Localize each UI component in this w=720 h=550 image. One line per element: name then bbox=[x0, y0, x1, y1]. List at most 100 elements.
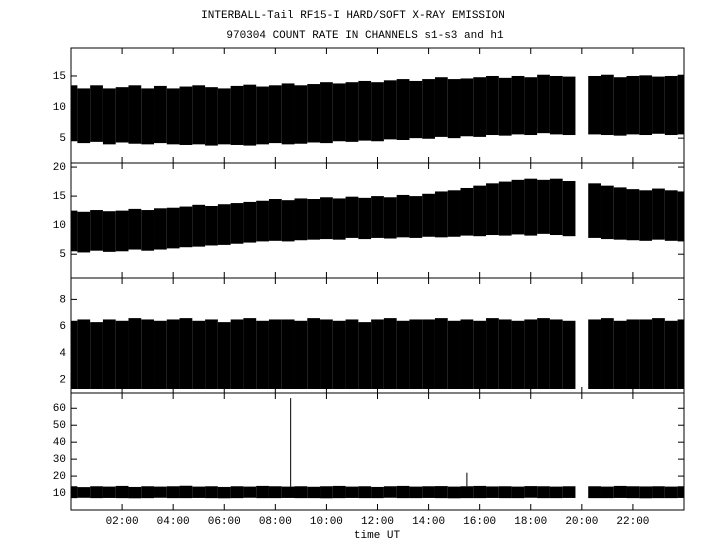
count-band bbox=[613, 77, 627, 136]
count-band bbox=[154, 486, 167, 498]
count-band bbox=[154, 320, 167, 389]
count-band bbox=[371, 196, 384, 238]
count-band bbox=[447, 320, 461, 389]
count-band bbox=[217, 322, 231, 389]
count-band bbox=[498, 181, 512, 236]
count-band bbox=[383, 318, 397, 389]
count-band bbox=[102, 211, 116, 252]
count-band bbox=[307, 199, 321, 240]
count-band bbox=[639, 75, 653, 136]
count-band bbox=[562, 76, 576, 136]
count-band bbox=[600, 318, 614, 389]
count-band bbox=[652, 76, 665, 134]
count-band bbox=[486, 75, 499, 136]
count-band bbox=[128, 85, 142, 144]
count-band bbox=[383, 486, 397, 498]
count-band bbox=[154, 85, 167, 144]
count-band bbox=[102, 319, 116, 389]
y-tick-label: 15 bbox=[53, 191, 66, 203]
count-band bbox=[141, 210, 155, 251]
count-band bbox=[268, 319, 282, 389]
count-band bbox=[498, 77, 512, 136]
count-band bbox=[90, 486, 103, 499]
count-band bbox=[115, 210, 129, 252]
x-tick-label: 10:00 bbox=[310, 516, 343, 528]
count-band bbox=[230, 319, 244, 389]
count-band bbox=[268, 486, 282, 499]
count-band bbox=[486, 486, 499, 498]
count-band bbox=[613, 187, 627, 240]
count-band bbox=[102, 486, 116, 498]
count-band bbox=[230, 486, 244, 499]
x-axis-label: time UT bbox=[354, 530, 401, 542]
x-tick-label: 16:00 bbox=[463, 516, 496, 528]
count-band bbox=[115, 320, 129, 389]
count-band bbox=[358, 322, 372, 389]
x-tick-label: 08:00 bbox=[259, 516, 292, 528]
count-band bbox=[256, 485, 269, 499]
count-band bbox=[294, 486, 308, 499]
count-band bbox=[549, 178, 563, 236]
count-band bbox=[205, 319, 218, 389]
count-band bbox=[434, 77, 448, 137]
count-band bbox=[371, 82, 384, 142]
count-band bbox=[281, 200, 295, 242]
count-band bbox=[71, 320, 78, 389]
count-band bbox=[460, 319, 474, 389]
count-band bbox=[243, 201, 257, 243]
count-band bbox=[320, 197, 333, 240]
count-band bbox=[613, 485, 627, 498]
count-band bbox=[256, 320, 269, 389]
count-band bbox=[358, 197, 372, 240]
count-band bbox=[537, 318, 550, 389]
count-band bbox=[320, 319, 333, 389]
count-band bbox=[511, 320, 525, 389]
count-band bbox=[141, 319, 155, 389]
x-tick-label: 22:00 bbox=[616, 516, 649, 528]
y-tick-label: 15 bbox=[53, 71, 66, 83]
count-band bbox=[588, 183, 601, 238]
count-band bbox=[205, 205, 218, 246]
count-band bbox=[166, 486, 180, 499]
count-band bbox=[383, 197, 397, 239]
count-band bbox=[447, 486, 461, 499]
count-band bbox=[179, 86, 193, 145]
count-band bbox=[626, 486, 640, 499]
count-band bbox=[230, 85, 244, 145]
count-band bbox=[217, 88, 231, 145]
count-band bbox=[128, 318, 142, 389]
count-band bbox=[626, 75, 640, 135]
count-band bbox=[677, 486, 684, 498]
count-band bbox=[307, 486, 321, 499]
count-band bbox=[332, 198, 346, 240]
y-tick-label: 5 bbox=[59, 133, 66, 145]
count-band bbox=[588, 75, 601, 135]
count-band bbox=[473, 77, 487, 137]
count-band bbox=[383, 80, 397, 140]
x-tick-label: 18:00 bbox=[514, 516, 547, 528]
count-band bbox=[511, 486, 525, 499]
count-band bbox=[268, 199, 282, 241]
count-band bbox=[77, 88, 91, 144]
count-band bbox=[460, 78, 474, 137]
count-band bbox=[639, 190, 653, 241]
count-band bbox=[358, 80, 372, 141]
x-tick-label: 14:00 bbox=[412, 516, 445, 528]
count-band bbox=[511, 75, 525, 135]
count-band bbox=[320, 486, 333, 499]
count-band bbox=[307, 84, 321, 143]
y-tick-label: 6 bbox=[59, 321, 66, 333]
y-tick-label: 50 bbox=[53, 420, 66, 432]
count-band bbox=[460, 187, 474, 236]
x-tick-label: 12:00 bbox=[361, 516, 394, 528]
count-band bbox=[524, 319, 538, 389]
count-band bbox=[396, 79, 410, 140]
count-band bbox=[345, 82, 359, 142]
x-tick-label: 02:00 bbox=[106, 516, 139, 528]
count-band bbox=[422, 319, 435, 389]
count-band bbox=[422, 193, 435, 237]
count-band bbox=[71, 210, 78, 252]
count-band bbox=[639, 486, 653, 499]
count-band bbox=[230, 203, 244, 244]
